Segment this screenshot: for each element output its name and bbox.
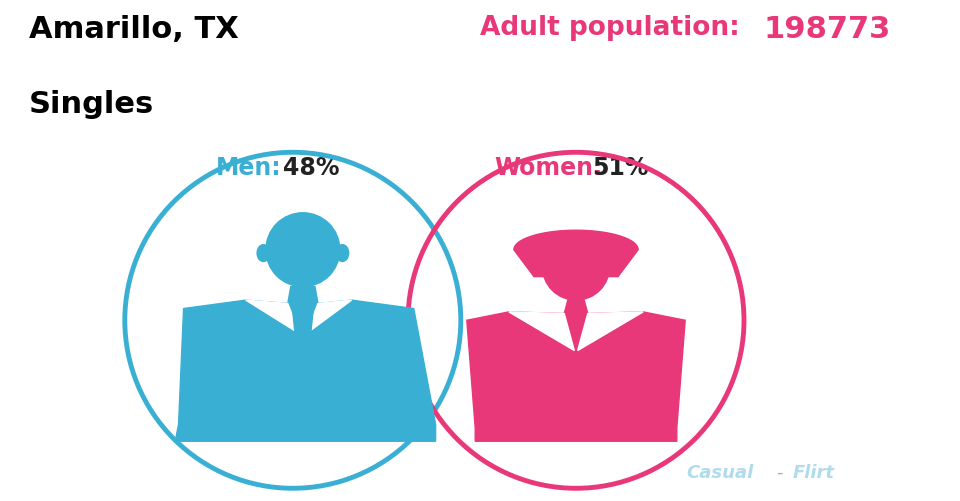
Text: Men:: Men:	[216, 155, 281, 179]
Ellipse shape	[257, 245, 270, 262]
Polygon shape	[306, 301, 351, 334]
Text: 48%: 48%	[283, 155, 340, 179]
Polygon shape	[467, 312, 685, 441]
Polygon shape	[246, 301, 300, 334]
Polygon shape	[288, 287, 318, 304]
Text: 51%: 51%	[592, 155, 649, 179]
Text: 198773: 198773	[763, 15, 891, 44]
Polygon shape	[293, 312, 313, 371]
Polygon shape	[514, 231, 638, 277]
Text: Adult population:: Adult population:	[480, 15, 740, 41]
Text: Casual: Casual	[686, 463, 754, 481]
Text: -: -	[776, 463, 782, 481]
Text: Women:: Women:	[494, 155, 603, 179]
Text: Amarillo, TX: Amarillo, TX	[29, 15, 238, 44]
Ellipse shape	[542, 233, 610, 301]
Polygon shape	[509, 312, 574, 351]
Polygon shape	[564, 301, 588, 314]
Ellipse shape	[336, 245, 348, 262]
Text: Singles: Singles	[29, 90, 154, 119]
Text: Flirt: Flirt	[793, 463, 835, 481]
Ellipse shape	[266, 213, 340, 287]
Polygon shape	[578, 312, 643, 351]
Polygon shape	[175, 301, 436, 441]
